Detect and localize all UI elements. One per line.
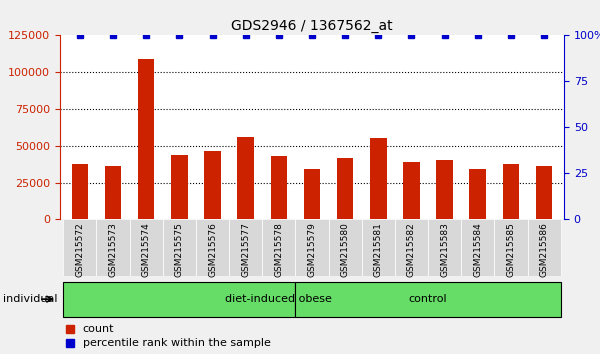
Text: individual: individual: [3, 294, 58, 304]
Bar: [536, 166, 553, 219]
Bar: [204, 151, 221, 219]
Title: GDS2946 / 1367562_at: GDS2946 / 1367562_at: [231, 19, 393, 33]
Text: GSM215574: GSM215574: [142, 222, 151, 277]
Text: GSM215575: GSM215575: [175, 222, 184, 277]
FancyBboxPatch shape: [130, 219, 163, 276]
Bar: [503, 164, 519, 219]
Bar: [337, 158, 353, 219]
Text: count: count: [83, 324, 114, 334]
FancyBboxPatch shape: [395, 219, 428, 276]
Bar: [171, 155, 188, 219]
Text: GSM215582: GSM215582: [407, 222, 416, 277]
FancyBboxPatch shape: [527, 219, 560, 276]
Text: GSM215584: GSM215584: [473, 222, 482, 277]
Bar: [304, 170, 320, 219]
Bar: [370, 138, 386, 219]
Bar: [138, 59, 154, 219]
FancyBboxPatch shape: [64, 282, 295, 316]
Text: GSM215586: GSM215586: [539, 222, 548, 277]
Text: diet-induced obese: diet-induced obese: [226, 294, 332, 304]
Text: GSM215578: GSM215578: [274, 222, 283, 277]
Text: GSM215581: GSM215581: [374, 222, 383, 277]
FancyBboxPatch shape: [229, 219, 262, 276]
FancyBboxPatch shape: [196, 219, 229, 276]
Text: control: control: [409, 294, 448, 304]
Bar: [436, 160, 453, 219]
FancyBboxPatch shape: [64, 219, 97, 276]
Text: GSM215583: GSM215583: [440, 222, 449, 277]
Bar: [469, 170, 486, 219]
FancyBboxPatch shape: [262, 219, 295, 276]
FancyBboxPatch shape: [329, 219, 362, 276]
FancyBboxPatch shape: [295, 219, 329, 276]
FancyBboxPatch shape: [428, 219, 461, 276]
Text: GSM215585: GSM215585: [506, 222, 515, 277]
FancyBboxPatch shape: [295, 282, 560, 316]
Text: GSM215572: GSM215572: [76, 222, 85, 277]
Bar: [238, 137, 254, 219]
Bar: [71, 164, 88, 219]
FancyBboxPatch shape: [461, 219, 494, 276]
Text: GSM215573: GSM215573: [109, 222, 118, 277]
Bar: [271, 156, 287, 219]
FancyBboxPatch shape: [163, 219, 196, 276]
FancyBboxPatch shape: [362, 219, 395, 276]
FancyBboxPatch shape: [97, 219, 130, 276]
Text: percentile rank within the sample: percentile rank within the sample: [83, 338, 271, 348]
Bar: [105, 166, 121, 219]
Text: GSM215577: GSM215577: [241, 222, 250, 277]
Text: GSM215579: GSM215579: [308, 222, 317, 277]
Text: GSM215576: GSM215576: [208, 222, 217, 277]
Bar: [403, 162, 420, 219]
Text: GSM215580: GSM215580: [341, 222, 350, 277]
FancyBboxPatch shape: [494, 219, 527, 276]
